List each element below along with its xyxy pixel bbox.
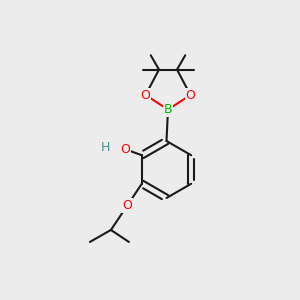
Text: O: O [141,88,150,102]
Text: O: O [120,143,130,156]
Text: H: H [101,141,110,154]
Text: O: O [122,199,132,212]
Text: B: B [164,103,172,116]
Text: O: O [186,88,195,102]
